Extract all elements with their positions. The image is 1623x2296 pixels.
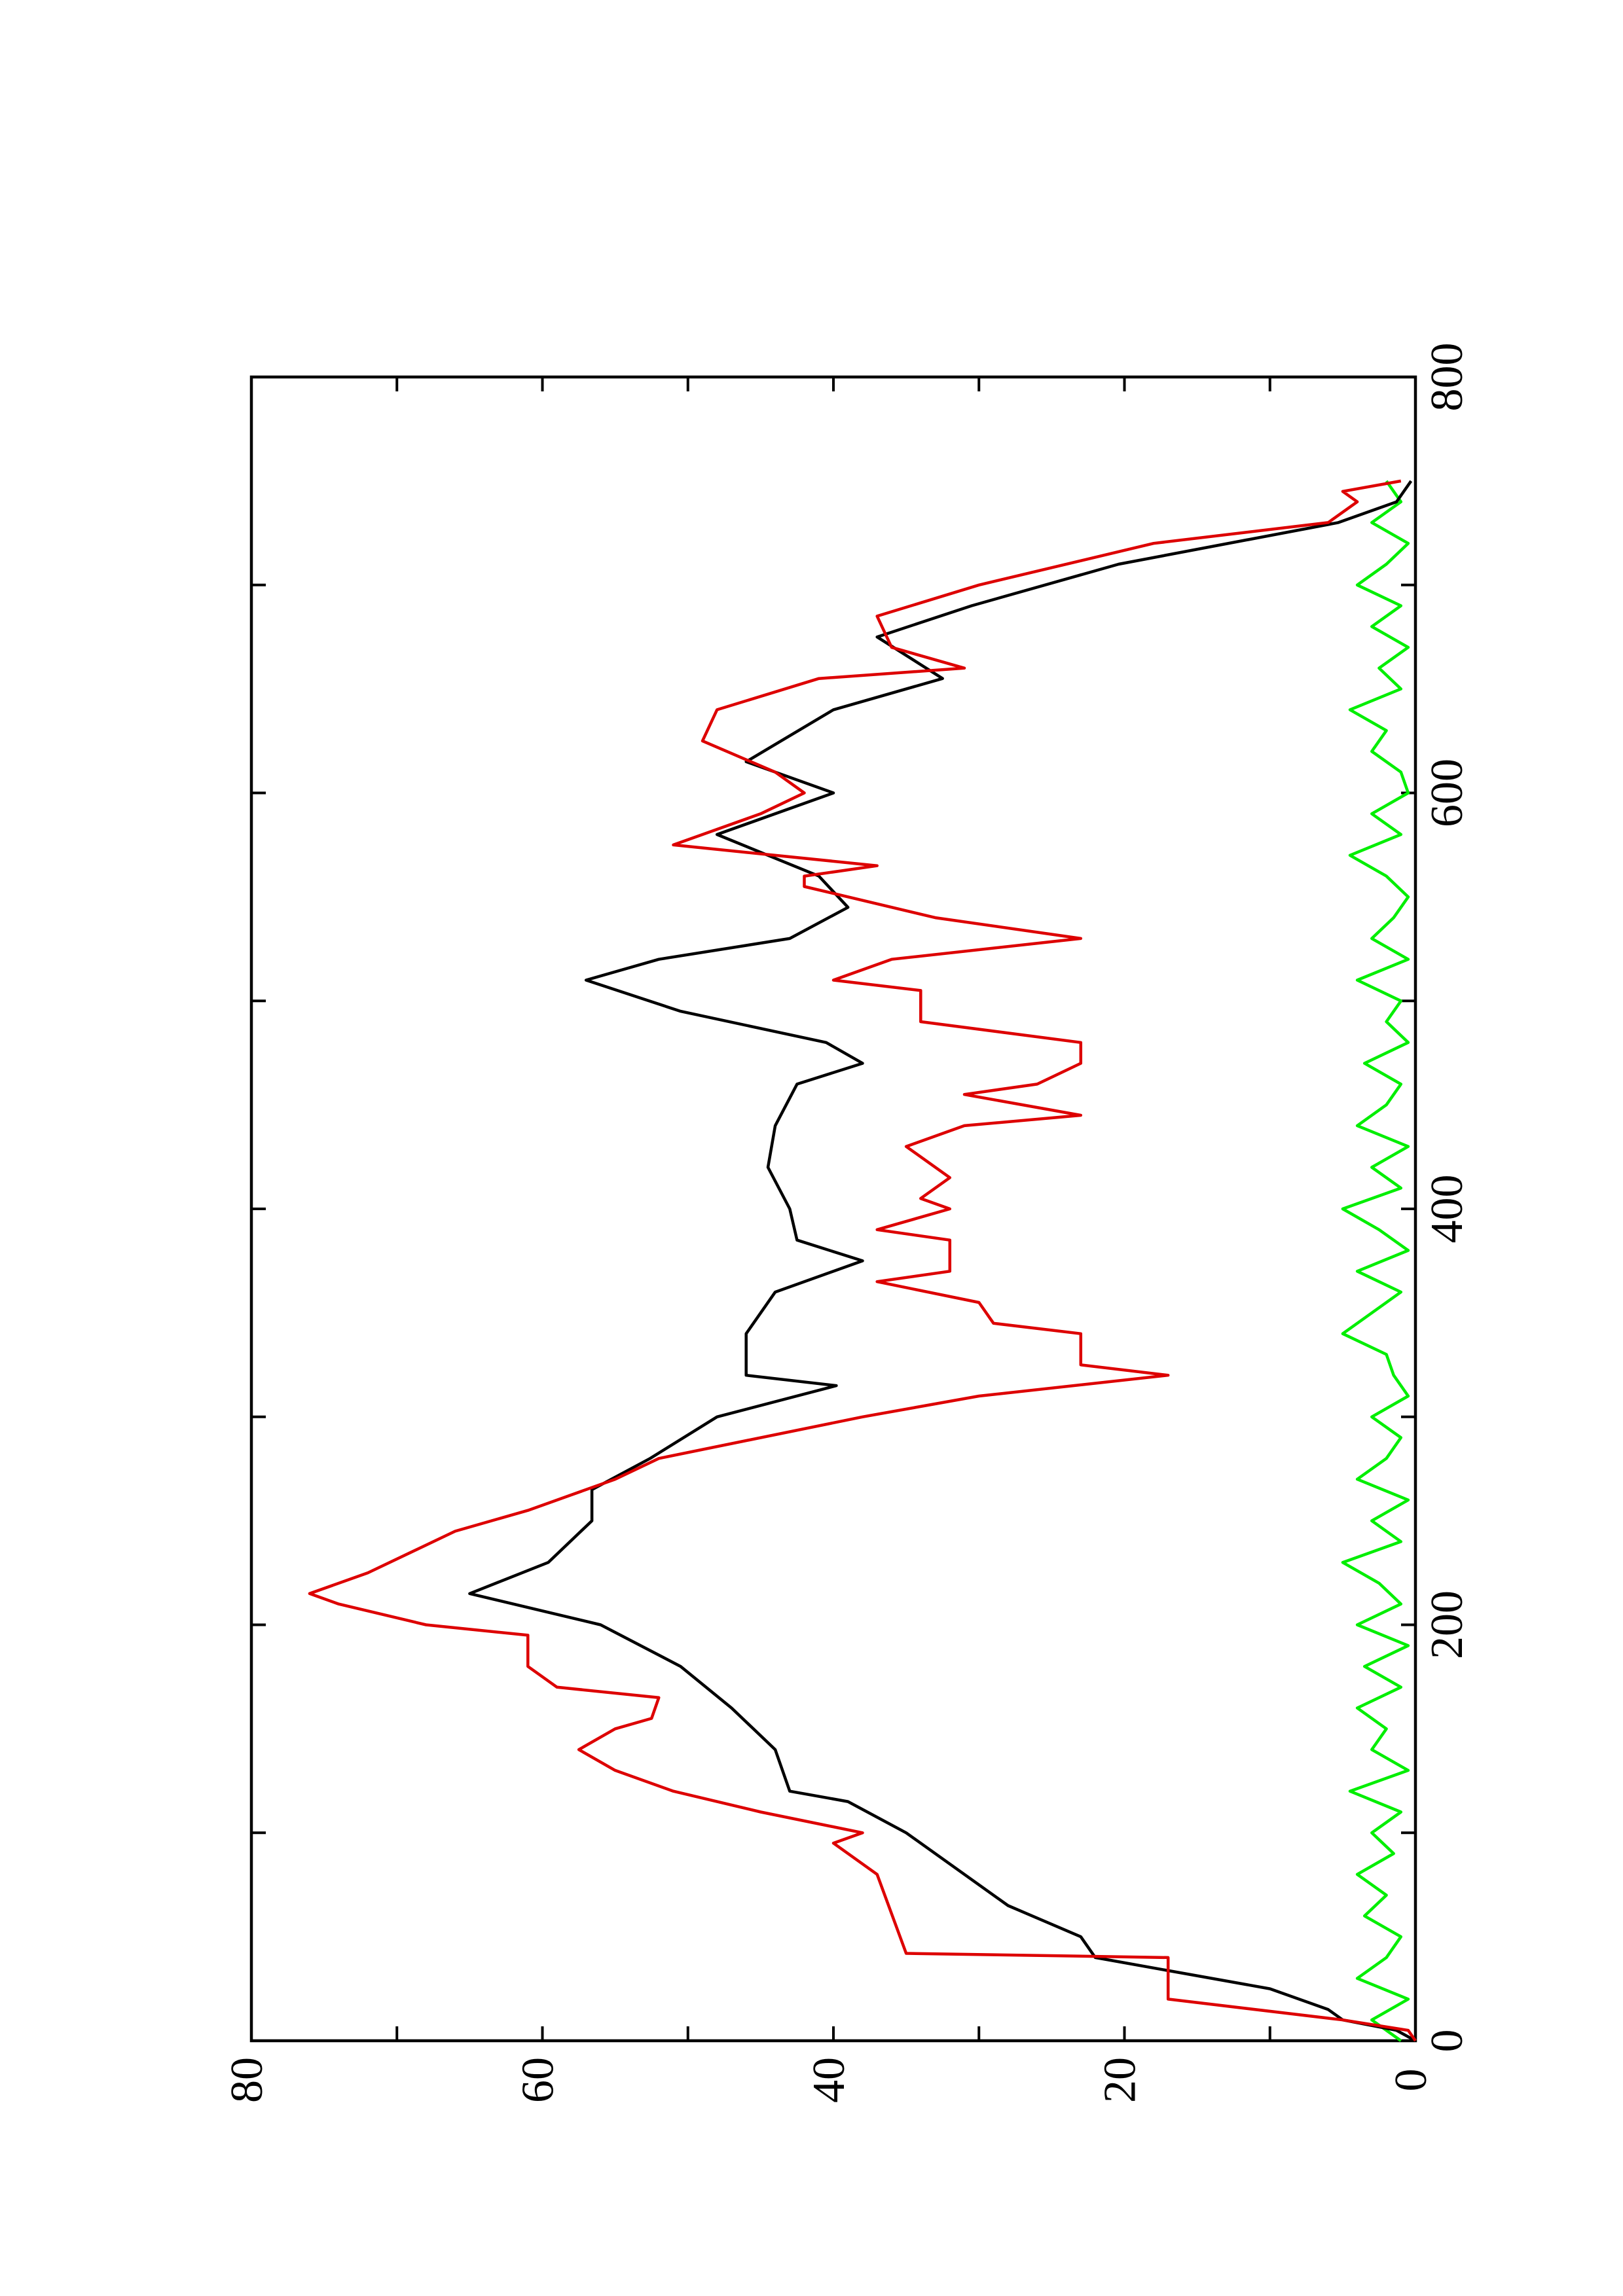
series-line — [308, 479, 1417, 2042]
y-tick-label: 40 — [804, 2057, 854, 2103]
x-tick-label: 200 — [1422, 1590, 1472, 1659]
y-tick-label: 80 — [222, 2057, 272, 2103]
x-tick-label: 0 — [1422, 2030, 1472, 2053]
y-tick-label: 0 — [1386, 2069, 1436, 2092]
x-tick-label: 400 — [1422, 1175, 1472, 1244]
y-tick-label: 60 — [513, 2057, 564, 2103]
y-tick-label: 20 — [1095, 2057, 1146, 2103]
series-line — [468, 480, 1417, 2042]
x-tick-label: 800 — [1422, 343, 1472, 412]
series-line — [1341, 480, 1410, 2042]
x-tick-label: 600 — [1422, 759, 1472, 827]
plot-frame — [249, 375, 1417, 2043]
